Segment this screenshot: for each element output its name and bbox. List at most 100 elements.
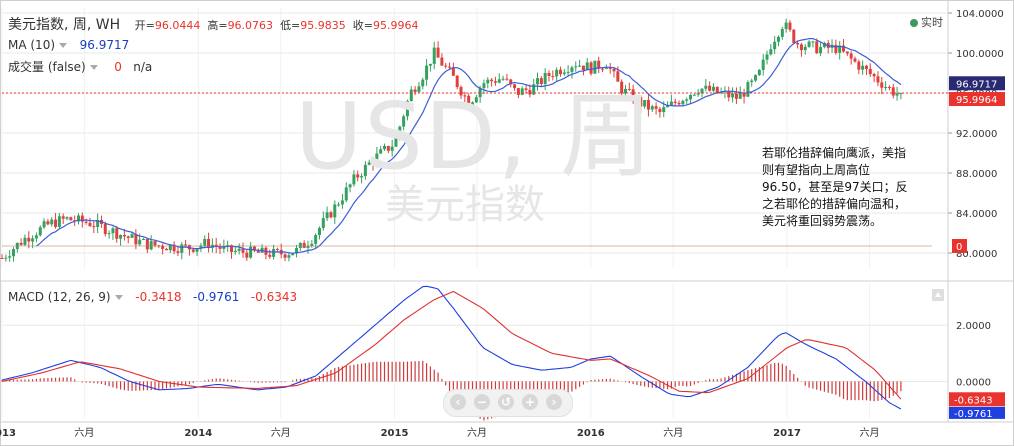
candle-body — [704, 85, 708, 89]
candle-body — [340, 200, 344, 205]
candle-body — [96, 219, 100, 227]
candle-body — [459, 87, 463, 96]
candle-body — [57, 216, 61, 227]
candle-body — [711, 86, 715, 91]
candle-body — [11, 249, 15, 257]
candle-body — [689, 94, 693, 100]
candle-body — [314, 235, 318, 244]
close-label: 收= — [352, 19, 373, 32]
watermark-symbol: USD, 周 — [295, 83, 655, 190]
candle-body — [539, 78, 543, 85]
candle-body — [436, 47, 440, 58]
candle-body — [451, 67, 455, 76]
macd-value: -0.9761 — [193, 290, 240, 304]
candle-body — [807, 41, 811, 47]
candle-body — [746, 82, 750, 97]
candle-body — [352, 174, 356, 185]
candle-body — [513, 84, 517, 89]
watermark-name: 美元指数 — [385, 182, 545, 228]
last-price-tag-label: 95.9964 — [956, 95, 997, 106]
candle-body — [134, 234, 138, 245]
candle-body — [233, 250, 237, 252]
live-dot-icon — [910, 19, 918, 27]
candle-body — [383, 145, 387, 150]
x-tick-label: 2013 — [0, 428, 16, 439]
candle-body — [757, 69, 761, 76]
candle-body — [819, 47, 823, 54]
candle-body — [218, 246, 222, 249]
candle-body — [849, 53, 853, 59]
candle-body — [669, 101, 673, 106]
volume-tag-label: 0 — [956, 242, 962, 253]
y-tick-label: 80.0000 — [956, 249, 997, 260]
candle-body — [172, 244, 176, 252]
volume-tag — [952, 239, 967, 253]
candle-body — [585, 62, 589, 71]
ma-line — [36, 38, 902, 254]
annotation-line: 若耶伦措辞偏向鹰派，美指 — [762, 146, 907, 160]
zoom-in-button[interactable]: + — [522, 394, 538, 410]
symbol-title[interactable]: 美元指数, 周, WH — [8, 17, 121, 33]
candle-body — [107, 233, 111, 235]
candle-body — [149, 241, 153, 250]
chevron-down-icon[interactable] — [114, 294, 123, 300]
annotation-line: 则有望指向上周高位 — [762, 163, 871, 177]
ma-legend[interactable]: MA (10) 96.9717 — [8, 38, 129, 52]
candle-body — [295, 247, 299, 254]
candle-body — [448, 66, 452, 68]
y-tick-label: 84.0000 — [956, 209, 997, 220]
candle-body — [463, 95, 467, 97]
candle-body — [145, 239, 149, 250]
volume-legend[interactable]: 成交量 (false) 0 n/a — [8, 58, 152, 75]
header-legend: 美元指数, 周, WH 开=96.0444 高=96.0763 低=95.983… — [8, 14, 419, 34]
collapse-pane-button[interactable] — [932, 289, 944, 301]
zoom-out-button[interactable]: − — [474, 394, 490, 410]
volume-na: n/a — [133, 60, 153, 74]
annotation-line: 美元将重回弱势震荡。 — [762, 214, 883, 228]
candle-body — [501, 78, 505, 80]
candle-body — [287, 255, 291, 258]
chevron-down-icon[interactable] — [89, 64, 98, 70]
candle-body — [581, 65, 585, 71]
candle-body — [662, 107, 666, 112]
candle-body — [325, 212, 329, 219]
candle-body — [111, 228, 115, 234]
candle-body — [230, 245, 234, 252]
candle-body — [891, 87, 895, 96]
candle-body — [635, 97, 639, 102]
y-tick-label: 88.0000 — [956, 169, 997, 180]
candle-body — [677, 102, 681, 105]
candle-body — [681, 100, 685, 105]
candle-body — [578, 65, 582, 67]
realtime-indicator[interactable]: 实时 — [910, 14, 943, 30]
y-tick-label: 104.0000 — [956, 9, 1004, 20]
candle-body — [467, 95, 471, 108]
candle-body — [887, 86, 891, 88]
candle-body — [593, 60, 597, 74]
candle-body — [631, 89, 635, 102]
candle-body — [612, 68, 616, 72]
candle-body — [715, 86, 719, 93]
candle-body — [616, 71, 620, 82]
scroll-right-button[interactable]: › — [546, 394, 562, 410]
candle-body — [413, 89, 417, 92]
candle-body — [321, 218, 325, 229]
macd-y-tick-label: 2.0000 — [956, 321, 991, 332]
chevron-down-icon[interactable] — [59, 42, 68, 48]
candle-body — [803, 46, 807, 51]
candle-body — [92, 226, 96, 228]
candle-body — [306, 245, 310, 248]
macd-legend[interactable]: MACD (12, 26, 9) -0.3418 -0.9761 -0.6343 — [8, 290, 297, 304]
candle-body — [796, 43, 800, 45]
x-tick-label: 2016 — [577, 428, 605, 439]
candle-body — [176, 251, 180, 253]
candle-body — [142, 239, 146, 241]
scroll-left-button[interactable]: ‹ — [450, 394, 466, 410]
candle-body — [272, 248, 276, 257]
candle-body — [880, 82, 884, 88]
close-value: 95.9964 — [373, 19, 419, 32]
candle-body — [367, 162, 371, 165]
reset-view-button[interactable]: ↺ — [498, 394, 514, 410]
candle-body — [516, 88, 520, 95]
candle-body — [673, 101, 677, 103]
